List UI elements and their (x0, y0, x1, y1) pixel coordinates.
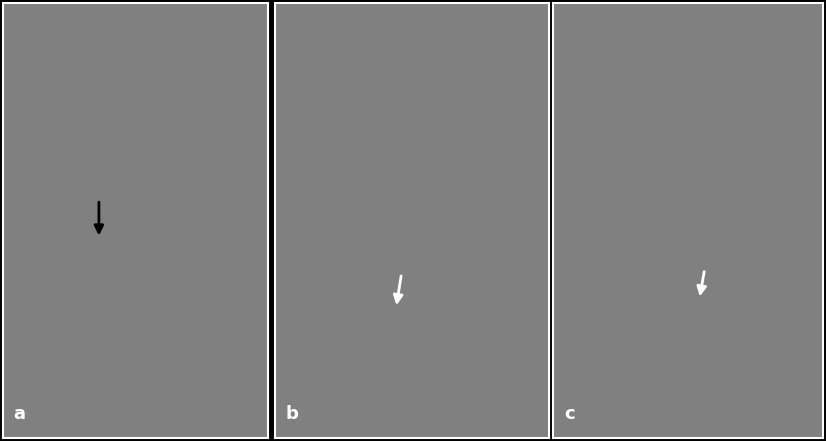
Text: b: b (286, 405, 299, 423)
Text: c: c (564, 405, 574, 423)
Text: a: a (13, 405, 26, 423)
